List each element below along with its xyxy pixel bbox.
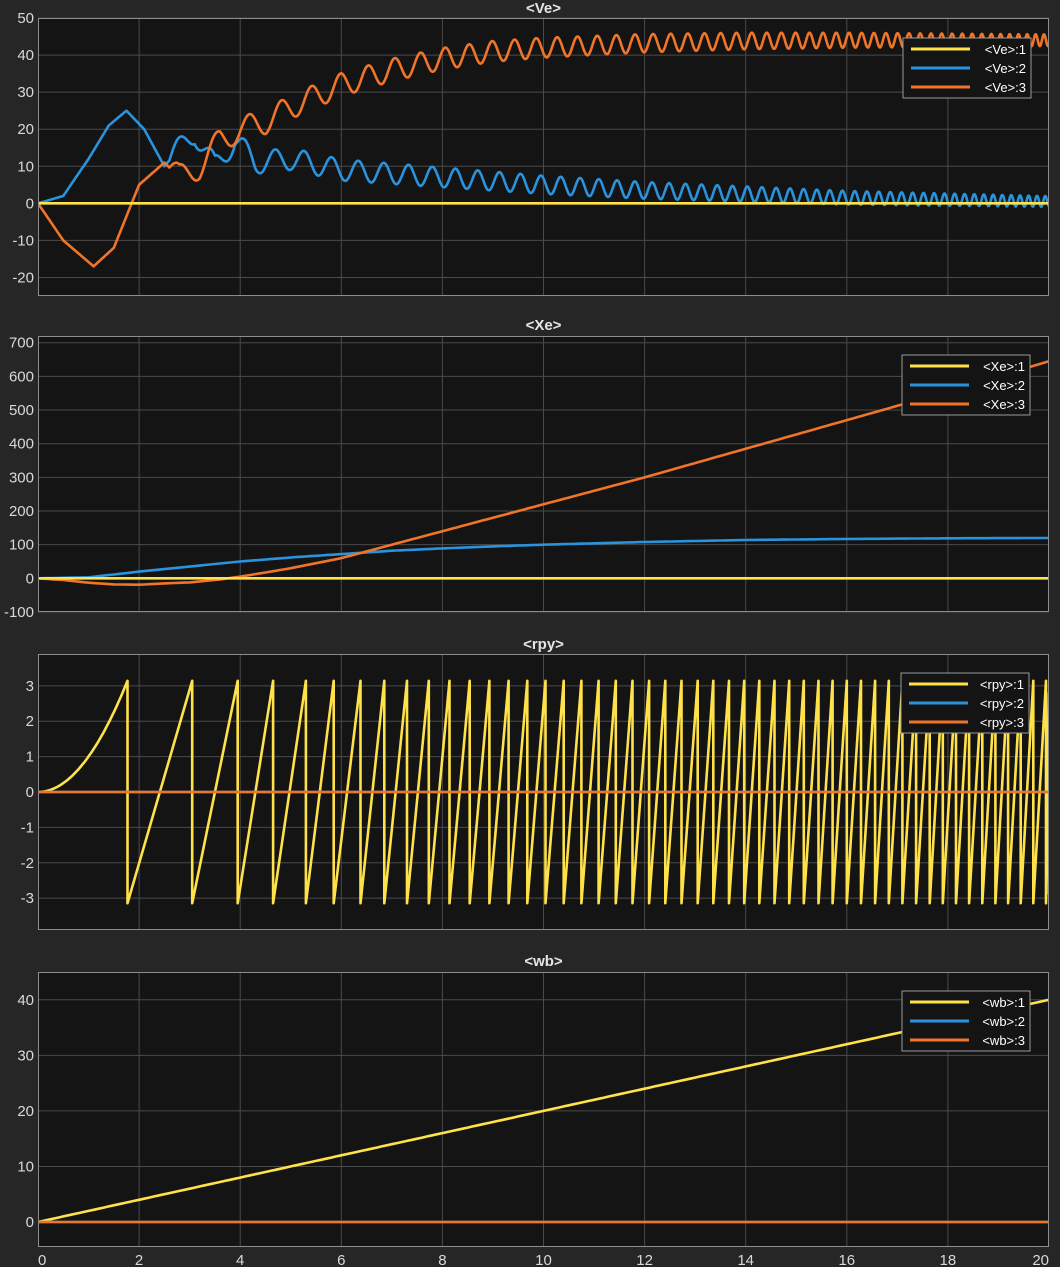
y-tick-label: -100 <box>4 604 34 621</box>
y-tick-label: 30 <box>17 84 34 101</box>
panel-title: <Xe> <box>526 317 562 334</box>
y-tick-label: 0 <box>26 195 34 212</box>
panel-3: <wb> 40 30 20 10 0 <wb>:1 <wb>:2 <wb>:3 0 2 4 6 8 10 12… <box>17 953 1049 1267</box>
x-tick-label: 0 <box>38 1252 46 1267</box>
y-tick-label: 200 <box>9 503 34 520</box>
y-tick-label: 1 <box>26 749 34 766</box>
x-tick-label: 20 <box>1032 1252 1049 1267</box>
legend-entry: <rpy>:1 <box>980 677 1024 692</box>
y-tick-label: 40 <box>17 47 34 64</box>
y-tick-label: 0 <box>26 784 34 801</box>
x-tick-label: 18 <box>940 1252 957 1267</box>
y-tick-label: -10 <box>12 232 34 249</box>
series-group <box>38 31 1049 268</box>
legend-entry: <rpy>:2 <box>980 696 1024 711</box>
plot-frame <box>38 18 1049 296</box>
series-group <box>38 998 1049 1224</box>
y-tick-label: 10 <box>17 158 34 175</box>
series-group <box>38 679 1049 905</box>
x-tick-label: 4 <box>236 1252 244 1267</box>
y-tick-label: 0 <box>26 570 34 587</box>
y-tick-label: 400 <box>9 436 34 453</box>
series-line-3 <box>38 31 1049 268</box>
plot-frame <box>38 654 1049 930</box>
y-tick-label: 300 <box>9 469 34 486</box>
y-tick-label: 10 <box>17 1158 34 1175</box>
panel-2: <rpy> 3 2 1 0 -1 -2 -3 <rpy>:1 <rpy>:2 <rpy>:3 <box>21 636 1049 930</box>
series-group <box>38 359 1049 586</box>
legend-entry: <wb>:1 <box>982 995 1025 1010</box>
y-tick-label: 2 <box>26 713 34 730</box>
y-tick-label: 40 <box>17 992 34 1009</box>
x-tick-label: 14 <box>737 1252 754 1267</box>
y-tick-label: -20 <box>12 269 34 286</box>
legend[interactable]: <wb>:1 <wb>:2 <wb>:3 <box>901 990 1031 1052</box>
legend[interactable]: <rpy>:1 <rpy>:2 <rpy>:3 <box>900 672 1030 734</box>
legend[interactable]: <Xe>:1 <Xe>:2 <Xe>:3 <box>901 354 1031 416</box>
series-line-2 <box>38 536 1049 580</box>
legend-entry: <rpy>:3 <box>980 715 1024 730</box>
panel-title: <Ve> <box>526 0 561 17</box>
plot-frame <box>38 972 1049 1247</box>
panel-1: <Xe>7006005004003002001000-100<Xe>:1<Xe>… <box>4 317 1049 621</box>
legend-entry: <Xe>:3 <box>983 397 1025 412</box>
y-tick-label: -2 <box>21 855 34 872</box>
y-tick-label: 600 <box>9 368 34 385</box>
y-tick-label: 3 <box>26 678 34 695</box>
y-tick-label: 500 <box>9 402 34 419</box>
legend-entry: <wb>:2 <box>982 1014 1025 1029</box>
legend-entry: <Xe>:1 <box>983 359 1025 374</box>
y-tick-label: -3 <box>21 890 34 907</box>
panel-0: <Ve> 50 40 30 20 10 0 -10 -20 <Ve>:1 <Ve>:2 <Ve>:3 <box>12 0 1049 296</box>
series-line-3 <box>38 359 1049 586</box>
x-tick-label: 8 <box>438 1252 446 1267</box>
legend-entry: <Ve>:3 <box>985 80 1026 95</box>
legend-entry: <Ve>:2 <box>985 61 1026 76</box>
x-tick-label: 6 <box>337 1252 345 1267</box>
y-tick-label: 30 <box>17 1047 34 1064</box>
y-tick-label: -1 <box>21 819 34 836</box>
y-tick-label: 700 <box>9 335 34 352</box>
legend-entry: <Ve>:1 <box>985 42 1026 57</box>
x-tick-label: 16 <box>838 1252 855 1267</box>
legend-entry: <Xe>:2 <box>983 378 1025 393</box>
plot-frame <box>38 336 1049 612</box>
y-tick-label: 20 <box>17 121 34 138</box>
series-line-2 <box>38 109 1049 208</box>
x-tick-label: 12 <box>636 1252 653 1267</box>
panel-title: <wb> <box>524 953 563 970</box>
y-tick-label: 20 <box>17 1103 34 1120</box>
series-line-1 <box>38 998 1049 1224</box>
panel-title: <rpy> <box>523 636 564 653</box>
y-tick-label: 0 <box>26 1214 34 1231</box>
y-tick-label: 50 <box>17 10 34 27</box>
y-tick-label: 100 <box>9 537 34 554</box>
x-tick-label: 2 <box>135 1252 143 1267</box>
legend[interactable]: <Ve>:1 <Ve>:2 <Ve>:3 <box>902 37 1032 99</box>
x-tick-label: 10 <box>535 1252 552 1267</box>
legend-entry: <wb>:3 <box>982 1033 1025 1048</box>
